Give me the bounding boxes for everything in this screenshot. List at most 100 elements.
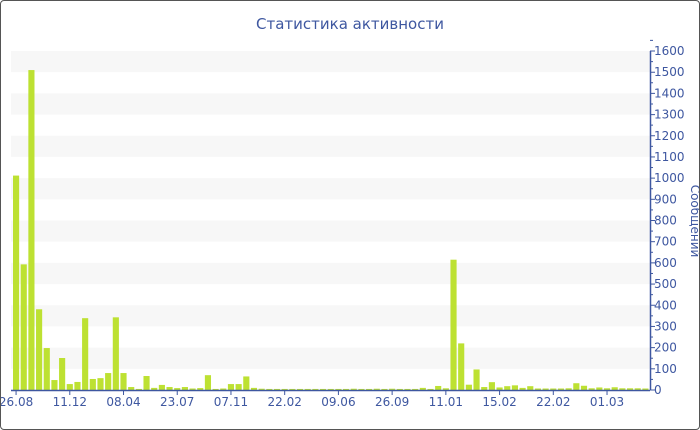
y-tick-label: 300 xyxy=(654,319,677,333)
bar xyxy=(97,378,104,390)
y-tick-label: 1500 xyxy=(654,65,685,79)
grid-band xyxy=(11,347,650,369)
bar xyxy=(89,378,96,390)
bar xyxy=(511,385,518,390)
bar xyxy=(74,381,81,390)
bar xyxy=(450,259,457,390)
bar xyxy=(550,388,557,390)
y-tick-label: 0 xyxy=(654,383,662,397)
bar xyxy=(312,388,319,390)
bar xyxy=(350,388,357,390)
bar xyxy=(212,388,219,390)
bar xyxy=(642,388,649,390)
bar xyxy=(465,384,472,390)
bar xyxy=(304,388,311,390)
bar xyxy=(366,388,373,390)
bar xyxy=(519,387,526,390)
x-tick-label: 01.03 xyxy=(590,395,624,409)
bar xyxy=(166,387,173,390)
bar xyxy=(235,384,242,390)
bar xyxy=(458,343,465,390)
x-tick-label: 22.02 xyxy=(268,395,302,409)
y-tick-label: 1200 xyxy=(654,129,685,143)
x-tick-label: 08.04 xyxy=(106,395,140,409)
bar xyxy=(112,317,119,390)
y-tick-label: 600 xyxy=(654,256,677,270)
bar xyxy=(603,388,611,390)
bar xyxy=(273,388,281,390)
bar xyxy=(220,388,227,390)
grid-band xyxy=(11,93,650,115)
grid-band xyxy=(11,262,650,285)
bar xyxy=(289,388,296,390)
bar xyxy=(120,373,127,390)
bar xyxy=(66,384,73,390)
bar xyxy=(481,387,488,390)
bar xyxy=(412,388,419,390)
bar xyxy=(204,375,212,390)
bar xyxy=(189,388,196,390)
bar xyxy=(335,388,342,390)
bar xyxy=(20,264,27,390)
bar xyxy=(389,388,396,390)
y-tick-label: 900 xyxy=(654,192,677,206)
grid-band xyxy=(11,305,650,327)
bar xyxy=(373,388,380,390)
x-tick-label: 15.02 xyxy=(482,395,516,409)
x-tick-label: 07.11 xyxy=(214,395,248,409)
x-tick-label: 26.09 xyxy=(375,395,409,409)
bar xyxy=(281,388,288,390)
bar xyxy=(250,387,258,390)
bar xyxy=(227,384,235,390)
bar xyxy=(619,388,626,390)
bar xyxy=(105,373,112,390)
bar xyxy=(143,376,150,390)
bar xyxy=(588,388,595,390)
bar xyxy=(427,388,434,390)
x-tick-label: 23.07 xyxy=(160,395,194,409)
y-tick-label: 1000 xyxy=(654,171,685,185)
bar xyxy=(59,358,66,390)
grid-band xyxy=(11,135,650,157)
bar xyxy=(13,175,20,390)
x-tick-label: 09.06 xyxy=(321,395,355,409)
bar xyxy=(51,380,58,390)
bar xyxy=(319,388,327,390)
bar xyxy=(151,387,158,390)
x-tick-label: 11.01 xyxy=(429,395,463,409)
bar xyxy=(442,388,449,390)
y-tick-label: 1400 xyxy=(654,86,685,100)
chart-title: Статистика активности xyxy=(256,15,444,33)
bar xyxy=(573,383,580,390)
bar xyxy=(611,387,618,390)
bar xyxy=(327,388,334,390)
bar xyxy=(557,388,565,390)
bar xyxy=(488,382,495,390)
bar xyxy=(396,388,403,390)
bar xyxy=(534,388,542,390)
bar xyxy=(381,388,388,390)
grid-band xyxy=(11,220,650,242)
x-tick-label: 22.02 xyxy=(536,395,570,409)
grid-band xyxy=(11,178,650,200)
bar xyxy=(82,318,89,390)
bar xyxy=(504,386,511,390)
bar xyxy=(542,388,549,390)
y-tick-label: 1100 xyxy=(654,150,685,164)
bar xyxy=(258,388,265,390)
bar xyxy=(197,388,204,390)
y-tick-label: 500 xyxy=(654,277,677,291)
y-axis-label: Сообщений xyxy=(688,185,699,258)
y-tick-label: 700 xyxy=(654,235,677,249)
y-tick-label: 400 xyxy=(654,298,677,312)
y-tick-label: 800 xyxy=(654,214,677,228)
bar xyxy=(435,385,442,390)
y-tick-label: 1300 xyxy=(654,108,685,122)
bar xyxy=(626,388,634,390)
y-tick-label: 1600 xyxy=(654,44,685,58)
bar xyxy=(496,387,503,390)
bar xyxy=(419,387,426,390)
bar xyxy=(358,388,365,390)
